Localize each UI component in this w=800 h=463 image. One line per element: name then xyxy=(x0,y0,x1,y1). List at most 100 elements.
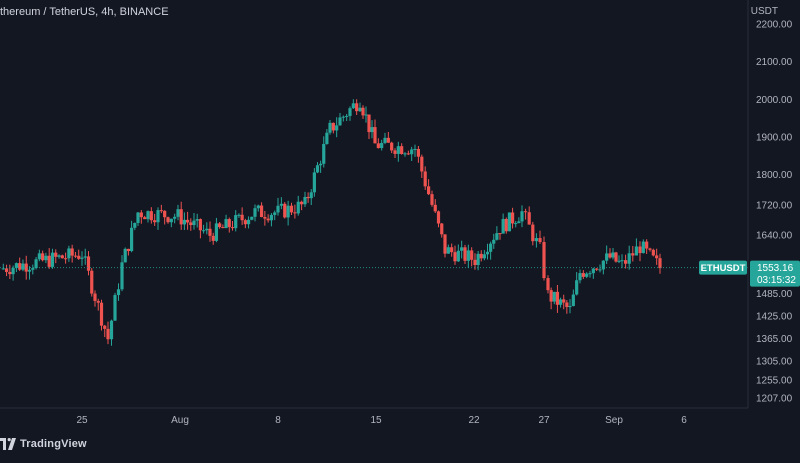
candle-up xyxy=(57,255,61,257)
candle-down xyxy=(70,248,74,256)
candle-down xyxy=(531,224,535,242)
candle-down xyxy=(361,107,365,116)
candle-up xyxy=(558,299,563,305)
candle-down xyxy=(4,268,9,272)
x-axis[interactable]: 25 Aug 8 15 22 27 Sep 6 xyxy=(0,407,748,426)
candle-down xyxy=(93,293,97,301)
candle-up xyxy=(620,260,624,262)
candle-down xyxy=(504,218,508,232)
candle-down xyxy=(463,247,467,261)
candle-down xyxy=(306,196,310,199)
candle-up xyxy=(173,216,177,219)
y-tick-label: 1255.00 xyxy=(756,375,793,386)
candle-up xyxy=(286,205,290,218)
tradingview-brand: TradingView xyxy=(20,438,87,450)
candle-up xyxy=(351,103,355,109)
candle-up xyxy=(146,211,150,220)
candle-up xyxy=(11,267,15,275)
candle-up xyxy=(156,210,160,223)
candle-down xyxy=(631,253,635,256)
candle-down xyxy=(527,212,531,225)
candle-up xyxy=(269,214,274,221)
candle-up xyxy=(507,212,512,232)
candle-up xyxy=(276,205,280,213)
candle-down xyxy=(538,238,542,243)
candle-up xyxy=(195,219,199,221)
candle-up xyxy=(50,252,55,267)
candle-down xyxy=(266,218,270,221)
candle-up xyxy=(113,295,117,321)
y-tick-label: 2000.00 xyxy=(756,95,793,106)
y-tick-label: 2200.00 xyxy=(756,20,793,31)
candle-down xyxy=(430,194,434,205)
candle-up xyxy=(202,230,206,232)
candle-up xyxy=(34,259,38,269)
candle-down xyxy=(562,299,566,303)
x-tick-label: 6 xyxy=(681,415,687,426)
candle-down xyxy=(498,233,502,235)
candle-down xyxy=(436,211,441,224)
candle-down xyxy=(263,217,267,219)
candle-up xyxy=(466,250,470,261)
candle-down xyxy=(440,223,444,235)
candle-up xyxy=(253,208,257,217)
candle-down xyxy=(240,214,244,221)
candle-down xyxy=(166,217,170,223)
candle-up xyxy=(601,260,605,270)
candle-up xyxy=(133,222,137,228)
candle-down xyxy=(420,156,424,172)
candle-down xyxy=(416,148,420,157)
candle-down xyxy=(230,227,235,229)
candle-up xyxy=(396,146,400,154)
y-axis[interactable]: 1207.00 1255.00 1305.00 1365.00 1425.00 1485.… xyxy=(747,0,793,408)
candle-down xyxy=(211,235,215,241)
candle-down xyxy=(300,201,304,205)
candle-up xyxy=(492,239,496,244)
candle-up xyxy=(568,306,572,308)
price-badge-value: 1553.16 xyxy=(757,263,794,274)
x-tick-label: 27 xyxy=(538,415,550,426)
symbol-badge xyxy=(699,260,747,275)
candle-down xyxy=(259,205,264,218)
candle-up xyxy=(358,107,362,112)
candle-up xyxy=(383,137,387,143)
candle-down xyxy=(18,263,22,270)
candle-down xyxy=(208,228,212,236)
y-tick-label: 1800.00 xyxy=(756,170,793,181)
candle-up xyxy=(370,127,374,133)
candle-down xyxy=(433,204,437,212)
candle-up xyxy=(578,273,582,281)
candle-up xyxy=(571,294,575,307)
candle-up xyxy=(214,223,219,241)
candle-down xyxy=(510,212,515,224)
candle-down xyxy=(77,255,81,259)
candle-up xyxy=(482,254,486,259)
x-tick-label: Aug xyxy=(171,415,189,426)
candle-down xyxy=(293,212,297,214)
candle-down xyxy=(186,219,190,223)
candle-down xyxy=(645,241,649,249)
candle-up xyxy=(256,205,260,209)
candle-up xyxy=(456,250,460,262)
candle-down xyxy=(198,219,202,231)
candle-up xyxy=(335,125,339,131)
candle-down xyxy=(406,153,410,155)
candle-down xyxy=(90,270,94,294)
candle-down xyxy=(638,246,642,254)
candle-down xyxy=(227,219,231,228)
candle-up xyxy=(319,163,323,166)
candle-down xyxy=(143,217,147,220)
tradingview-logo[interactable]: TradingView xyxy=(0,438,87,450)
candle-down xyxy=(614,252,618,262)
candle-up xyxy=(37,253,41,260)
candle-up xyxy=(485,251,490,255)
candle-down xyxy=(218,223,222,228)
candle-up xyxy=(514,223,518,225)
candle-up xyxy=(598,269,602,271)
candle-down xyxy=(24,263,28,272)
candle-up xyxy=(309,192,313,199)
candle-up xyxy=(44,255,48,261)
candle-up xyxy=(136,212,140,223)
